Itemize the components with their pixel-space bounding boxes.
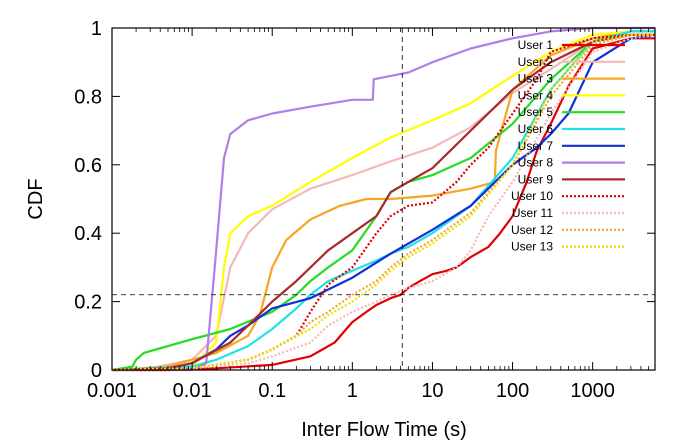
plot-frame — [111, 27, 656, 371]
legend-label-user-6: User 6 — [518, 122, 554, 136]
x-tick-label: 0.001 — [87, 380, 137, 402]
x-tick-label: 100 — [496, 380, 529, 402]
legend: User 1 User 2 User 3 User 4 User 5 User 6 User… — [511, 38, 625, 254]
series-line-user-13 — [111, 33, 655, 372]
legend-label-user-8: User 8 — [518, 156, 554, 170]
series-line-user-11 — [111, 33, 656, 372]
legend-label-user-4: User 4 — [518, 88, 554, 102]
series-layer — [111, 26, 656, 372]
y-tick-label: 0.4 — [74, 223, 102, 245]
y-axis-title: CDF — [25, 178, 47, 219]
plot-border — [111, 27, 656, 371]
y-tick-label: 0.8 — [74, 86, 102, 108]
legend-label-user-12: User 12 — [511, 223, 553, 237]
x-tick-label: 0.1 — [258, 380, 286, 402]
series-line-user-3 — [111, 30, 655, 372]
legend-label-user-10: User 10 — [511, 189, 553, 203]
series-line-user-12 — [111, 33, 655, 372]
legend-label-user-5: User 5 — [518, 105, 554, 119]
legend-label-user-9: User 9 — [518, 172, 554, 186]
series-line-user-5 — [111, 30, 655, 372]
x-tick-label: 1000 — [570, 380, 615, 402]
x-tick-label: 10 — [421, 380, 443, 402]
y-axis: 0 0.2 0.4 0.6 0.8 1 — [74, 18, 655, 382]
series-line-user-6 — [111, 30, 655, 372]
x-tick-label: 0.01 — [173, 380, 212, 402]
y-tick-label: 1 — [91, 18, 102, 40]
y-tick-label: 0 — [91, 360, 102, 382]
series-line-user-8 — [112, 26, 655, 372]
series-line-user-1 — [112, 37, 655, 372]
legend-label-user-7: User 7 — [518, 139, 554, 153]
x-axis-title: Inter Flow Time (s) — [301, 419, 467, 441]
y-tick-label: 0.6 — [74, 155, 102, 177]
series-line-user-4 — [111, 30, 655, 372]
legend-label-user-13: User 13 — [511, 240, 553, 254]
x-axis: 0.001 0.01 0.1 1 10 100 1000 — [87, 28, 656, 402]
series-line-user-9 — [111, 33, 655, 372]
legend-label-user-3: User 3 — [518, 72, 554, 86]
legend-label-user-2: User 2 — [518, 55, 554, 69]
x-tick-label: 1 — [347, 380, 358, 402]
legend-label-user-11: User 11 — [512, 206, 553, 220]
y-tick-label: 0.2 — [74, 292, 102, 314]
reference-lines — [112, 28, 655, 370]
legend-label-user-1: User 1 — [518, 38, 554, 52]
